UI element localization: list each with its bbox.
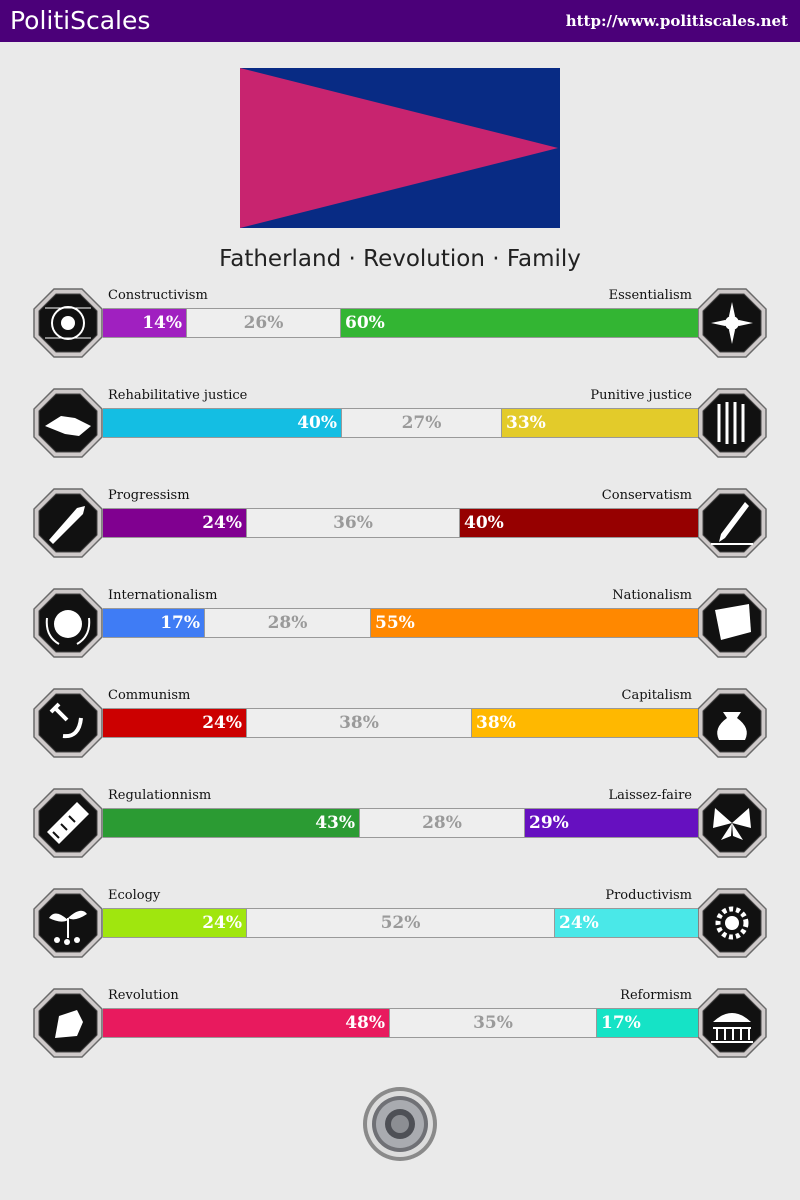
axis-left-label: Ecology (108, 888, 161, 903)
gear-icon (697, 888, 767, 958)
globe-icon (33, 588, 103, 658)
axis-row: Rehabilitative justice Punitive justice 40… (0, 388, 800, 488)
hammer-sickle-icon (33, 688, 103, 758)
axis-left-label: Rehabilitative justice (108, 388, 248, 403)
slogan: Fatherland · Revolution · Family (219, 246, 581, 272)
axis-bar: 24% 38% 38% (103, 708, 698, 738)
prison-bars-icon (697, 388, 767, 458)
axis-right-label: Punitive justice (590, 388, 692, 403)
axis-neutral-percent: 26% (186, 309, 341, 337)
sprout-icon (33, 888, 103, 958)
axis-right-percent: 40% (460, 509, 698, 537)
axis-row: Constructivism Essentialism 14% 26% 60% (0, 288, 800, 388)
axis-bar: 24% 36% 40% (103, 508, 698, 538)
axis-neutral-percent: 38% (246, 709, 472, 737)
result-flag (240, 68, 560, 228)
ruler-icon (33, 788, 103, 858)
fist-icon (33, 988, 103, 1058)
axis-left-percent: 24% (103, 709, 246, 737)
axis-left-label: Communism (108, 688, 191, 703)
header-bar: PolitiScales http://www.politiscales.net (0, 0, 800, 42)
axis-bar: 17% 28% 55% (103, 608, 698, 638)
axis-left-percent: 14% (103, 309, 186, 337)
axis-right-percent: 24% (555, 909, 698, 937)
axis-right-label: Essentialism (608, 288, 692, 303)
axis-bar: 24% 52% 24% (103, 908, 698, 938)
axis-left-percent: 48% (103, 1009, 389, 1037)
axis-right-percent: 33% (502, 409, 698, 437)
axis-right-label: Laissez-faire (608, 788, 692, 803)
axis-neutral-percent: 28% (359, 809, 525, 837)
axis-bar: 43% 28% 29% (103, 808, 698, 838)
axis-row: Internationalism Nationalism 17% 28% 55% (0, 588, 800, 688)
axis-neutral-percent: 52% (246, 909, 555, 937)
butterfly-icon (697, 788, 767, 858)
quill-icon (697, 488, 767, 558)
axis-bar: 14% 26% 60% (103, 308, 698, 338)
axis-right-label: Reformism (620, 988, 692, 1003)
axis-right-percent: 60% (341, 309, 698, 337)
axis-left-percent: 24% (103, 509, 246, 537)
axis-neutral-percent: 35% (389, 1009, 597, 1037)
axis-row: Regulationnism Laissez-faire 43% 28% 29% (0, 788, 800, 888)
axis-right-percent: 29% (525, 809, 698, 837)
axis-right-percent: 38% (472, 709, 698, 737)
axis-right-percent: 55% (371, 609, 698, 637)
axis-right-label: Productivism (605, 888, 692, 903)
axis-left-percent: 40% (103, 409, 341, 437)
axis-left-percent: 24% (103, 909, 246, 937)
axis-left-label: Revolution (108, 988, 179, 1003)
axis-neutral-percent: 28% (204, 609, 371, 637)
money-bag-icon (697, 688, 767, 758)
axis-right-label: Conservatism (601, 488, 692, 503)
axis-left-label: Constructivism (108, 288, 208, 303)
axis-row: Communism Capitalism 24% 38% 38% (0, 688, 800, 788)
eye-icon (33, 288, 103, 358)
rocket-icon (33, 488, 103, 558)
axis-row: Progressism Conservatism 24% 36% 40% (0, 488, 800, 588)
axis-left-label: Progressism (108, 488, 190, 503)
axis-right-percent: 17% (597, 1009, 698, 1037)
seal-icon (362, 1086, 438, 1162)
axis-bar: 40% 27% 33% (103, 408, 698, 438)
axis-neutral-percent: 27% (341, 409, 502, 437)
flower-icon (697, 288, 767, 358)
axis-row: Ecology Productivism 24% 52% 24% (0, 888, 800, 988)
axis-left-label: Regulationnism (108, 788, 212, 803)
site-url[interactable]: http://www.politiscales.net (565, 12, 788, 30)
axis-bar: 48% 35% 17% (103, 1008, 698, 1038)
brand-title[interactable]: PolitiScales (10, 6, 151, 35)
axis-right-label: Capitalism (621, 688, 692, 703)
parliament-icon (697, 988, 767, 1058)
axis-neutral-percent: 36% (246, 509, 460, 537)
handshake-icon (33, 388, 103, 458)
axis-row: Revolution Reformism 48% 35% 17% (0, 988, 800, 1088)
axis-left-percent: 17% (103, 609, 204, 637)
axis-left-label: Internationalism (108, 588, 218, 603)
axis-left-percent: 43% (103, 809, 359, 837)
axis-right-label: Nationalism (612, 588, 692, 603)
flag-icon (697, 588, 767, 658)
